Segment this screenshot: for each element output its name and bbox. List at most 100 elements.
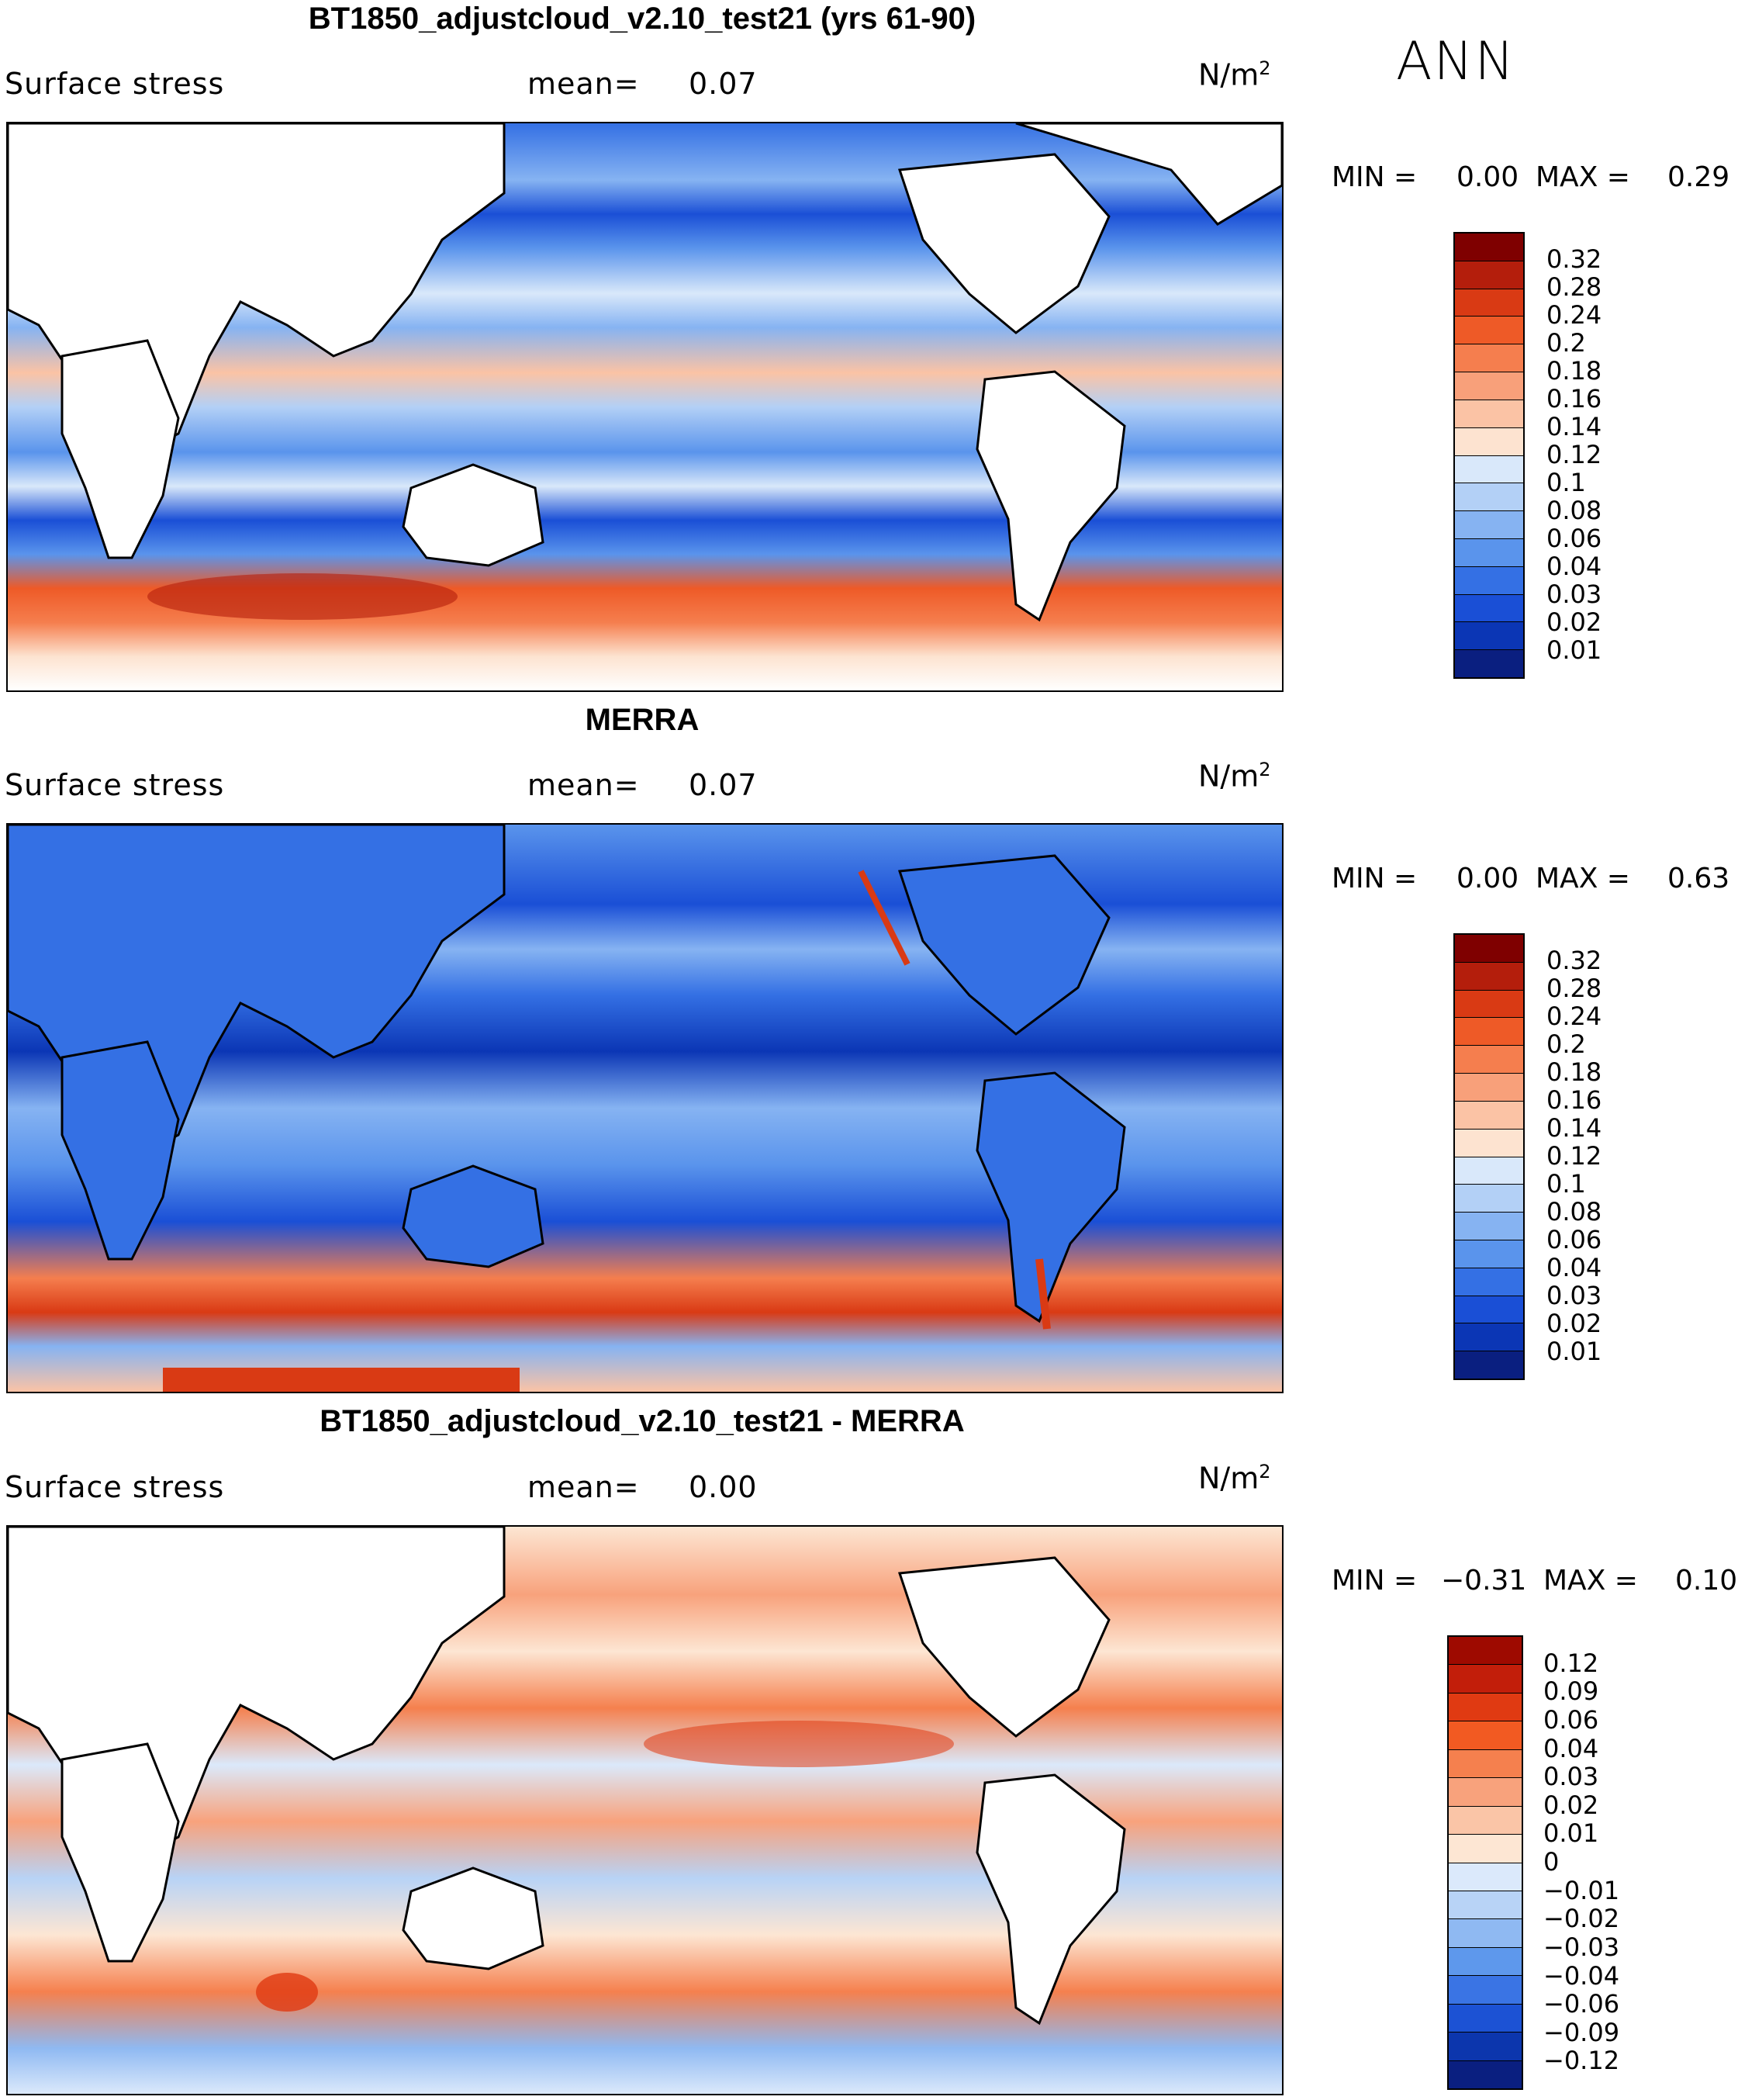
colorbar-segment (1449, 1947, 1522, 1977)
colorbar-segment (1455, 372, 1523, 400)
panel-1-max-label: MAX = (1536, 161, 1630, 193)
colorbar-segment (1449, 1721, 1522, 1750)
colorbar-tick-label: 0.16 (1546, 1085, 1602, 1115)
panel-2-mean-value: 0.07 (689, 768, 758, 802)
panel-2-map (6, 823, 1284, 1393)
colorbar-tick-label: 0.04 (1543, 1733, 1599, 1763)
colorbar-tick-label: −0.12 (1543, 2046, 1620, 2076)
colorbar-segment (1455, 622, 1523, 651)
colorbar-tick-label: 0.01 (1543, 1818, 1599, 1849)
colorbar-segment (1455, 455, 1523, 484)
colorbar-tick-label: 0 (1543, 1847, 1560, 1877)
colorbar-tick-label: 0.16 (1546, 384, 1602, 413)
colorbar-segment (1455, 1101, 1523, 1130)
colorbar-segment (1455, 261, 1523, 289)
colorbar-segment (1455, 1351, 1523, 1379)
colorbar-tick-label: 0.18 (1546, 356, 1602, 386)
panel-3-colorbar-ticks: 0.12 0.09 0.06 0.04 0.03 0.02 0.01 0 −0.01 −0.02−… (1543, 1635, 1644, 2090)
panel-1-title: BT1850_adjustcloud_v2.10_test21 (yrs 61-… (308, 2, 976, 36)
colorbar-tick-label: 0.06 (1546, 524, 1602, 553)
colorbar-tick-label: −0.09 (1543, 2017, 1620, 2047)
colorbar-tick-label: 0.12 (1543, 1648, 1599, 1678)
colorbar-segment (1449, 1863, 1522, 1891)
panel-3-mean-value: 0.00 (689, 1470, 758, 1504)
panel-3-field (8, 1527, 1282, 2094)
colorbar-tick-label: 0.12 (1546, 1141, 1602, 1171)
panel-3-min-value: −0.31 (1441, 1565, 1527, 1597)
colorbar-tick-label: 0.08 (1546, 1197, 1602, 1226)
panel-1-land (8, 123, 1282, 622)
colorbar-segment (1455, 1157, 1523, 1185)
panel-1-units: N/m2 (1198, 57, 1271, 92)
colorbar-tick-label: 0.12 (1546, 440, 1602, 469)
colorbar-tick-label: −0.03 (1543, 1932, 1620, 1962)
panel-2-units: N/m2 (1198, 759, 1271, 794)
colorbar-segment (1449, 1806, 1522, 1835)
panel-3-colorbar (1447, 1635, 1523, 2090)
colorbar-segment (1449, 2060, 1522, 2088)
panel-3-map (6, 1525, 1284, 2095)
panel-3-variable: Surface stress (5, 1470, 225, 1504)
colorbar-segment (1455, 962, 1523, 991)
panel-1-colorbar-ticks: 0.32 0.28 0.24 0.2 0.18 0.16 0.14 0.12 0.1 0.08 0.… (1546, 232, 1640, 679)
colorbar-segment (1455, 650, 1523, 677)
panel-2-variable: Surface stress (5, 768, 225, 802)
panel-2-field (8, 825, 1282, 1392)
colorbar-segment (1455, 289, 1523, 317)
panel-2-min-value: 0.00 (1456, 863, 1519, 894)
panel-3-land (8, 1527, 1126, 2026)
panel-2-max-label: MAX = (1536, 863, 1630, 894)
colorbar-tick-label: 0.02 (1546, 1309, 1602, 1338)
colorbar-segment (1455, 344, 1523, 373)
colorbar-tick-label: −0.01 (1543, 1875, 1620, 1905)
colorbar-segment (1449, 1637, 1522, 1666)
colorbar-segment (1455, 538, 1523, 567)
colorbar-tick-label: 0.03 (1546, 1281, 1602, 1310)
colorbar-tick-label: −0.02 (1543, 1904, 1620, 1934)
colorbar-segment (1449, 1749, 1522, 1779)
panel-2-land (8, 825, 1126, 1323)
colorbar-tick-label: 0.28 (1546, 272, 1602, 302)
panel-1-min-value: 0.00 (1456, 161, 1519, 193)
colorbar-segment (1455, 1296, 1523, 1324)
panel-3-title: BT1850_adjustcloud_v2.10_test21 - MERRA (320, 1404, 965, 1438)
colorbar-tick-label: 0.2 (1546, 328, 1586, 358)
colorbar-segment (1455, 511, 1523, 539)
colorbar-tick-label: 0.08 (1546, 496, 1602, 525)
colorbar-segment (1449, 2004, 1522, 2033)
colorbar-tick-label: 0.24 (1546, 1002, 1602, 1031)
colorbar-segment (1455, 1323, 1523, 1352)
colorbar-tick-label: −0.06 (1543, 1989, 1620, 2019)
colorbar-segment (1455, 990, 1523, 1019)
colorbar-segment (1449, 1665, 1522, 1693)
colorbar-tick-label: 0.06 (1543, 1704, 1599, 1735)
colorbar-tick-label: 0.04 (1546, 1253, 1602, 1282)
panel-3-units: N/m2 (1198, 1461, 1271, 1496)
panel-3-min-label: MIN = (1332, 1565, 1418, 1597)
panel-1-min-label: MIN = (1332, 161, 1418, 193)
colorbar-segment (1449, 2033, 1522, 2061)
colorbar-tick-label: 0.18 (1546, 1057, 1602, 1087)
panel-3-mean-label: mean= (527, 1470, 640, 1504)
panel-3-max-label: MAX = (1543, 1565, 1638, 1597)
colorbar-tick-label: 0.28 (1546, 974, 1602, 1003)
colorbar-tick-label: 0.14 (1546, 412, 1602, 441)
panel-2-title: MERRA (585, 703, 700, 737)
colorbar-segment (1455, 1018, 1523, 1047)
colorbar-segment (1455, 594, 1523, 623)
colorbar-tick-label: 0.09 (1543, 1676, 1599, 1707)
colorbar-tick-label: 0.06 (1546, 1225, 1602, 1254)
colorbar-segment (1455, 1240, 1523, 1268)
colorbar-tick-label: 0.1 (1546, 468, 1586, 497)
colorbar-segment (1449, 1919, 1522, 1948)
panel-1-variable: Surface stress (5, 67, 225, 101)
colorbar-tick-label: 0.03 (1543, 1762, 1599, 1792)
colorbar-tick-label: 0.04 (1546, 552, 1602, 581)
colorbar-segment (1449, 1891, 1522, 1920)
panel-1-max-value: 0.29 (1667, 161, 1730, 193)
panel-2-colorbar (1453, 933, 1525, 1380)
panel-2-max-value: 0.63 (1667, 863, 1730, 894)
colorbar-segment (1449, 1693, 1522, 1722)
colorbar-segment (1455, 1213, 1523, 1240)
panel-2-colorbar-ticks: 0.32 0.28 0.24 0.2 0.18 0.16 0.14 0.12 0.1 0.08 0.… (1546, 933, 1640, 1380)
